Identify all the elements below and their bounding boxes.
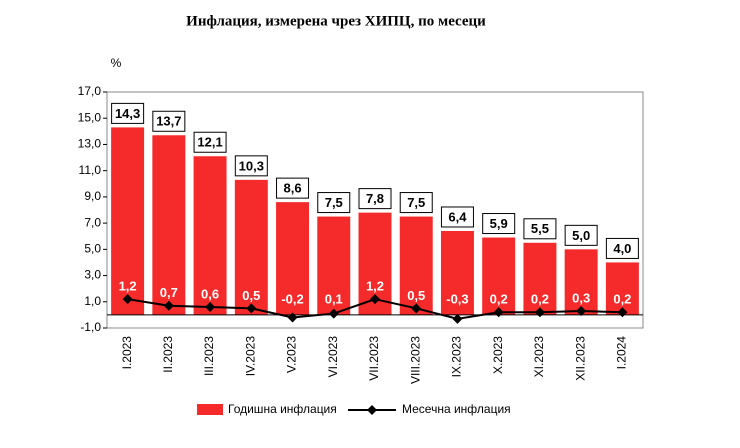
data-label: 14,3 xyxy=(115,106,140,121)
line-marker xyxy=(534,307,545,318)
y-tick-label: 7,0 xyxy=(84,215,101,229)
line-marker xyxy=(452,313,463,324)
bar xyxy=(605,262,639,315)
bar xyxy=(317,216,351,315)
x-tick-label: X.2023 xyxy=(491,336,505,374)
bar xyxy=(399,216,433,315)
data-label: 1,2 xyxy=(119,279,137,294)
data-label: -0,2 xyxy=(281,291,303,306)
line-marker xyxy=(411,303,422,314)
bar xyxy=(111,127,145,315)
data-label: 7,8 xyxy=(366,191,384,206)
line-marker xyxy=(205,302,216,313)
y-tick-label: 13,0 xyxy=(78,137,102,151)
line-marker xyxy=(370,294,380,305)
y-axis-label: % xyxy=(111,56,122,70)
y-tick-label: 9,0 xyxy=(84,189,101,203)
data-label-box xyxy=(317,192,351,214)
data-label-box xyxy=(399,192,433,214)
data-label-box xyxy=(440,206,474,228)
legend-label: Месечна инфлация xyxy=(402,402,511,416)
y-tick-label: 15,0 xyxy=(78,110,102,124)
data-label: 0,2 xyxy=(490,291,508,306)
line-marker xyxy=(287,312,298,323)
chart-title: Инфлация, измерена чрез ХИПЦ, по месеци xyxy=(186,13,486,29)
data-label: 5,9 xyxy=(490,216,508,231)
line-marker xyxy=(328,308,339,319)
data-label: 8,6 xyxy=(283,181,301,196)
bar xyxy=(523,242,557,315)
x-tick-label: I.2023 xyxy=(120,336,134,370)
x-tick-label: VI.2023 xyxy=(326,336,340,378)
plot-area xyxy=(106,91,644,329)
data-label: 4,0 xyxy=(613,241,631,256)
data-label: 13,7 xyxy=(156,114,181,129)
x-tick-label: IV.2023 xyxy=(243,336,257,377)
data-label: 12,1 xyxy=(197,135,222,150)
x-tick-label: XI.2023 xyxy=(532,336,546,378)
data-label: 0,1 xyxy=(325,291,343,306)
x-tick-label: II.2023 xyxy=(161,336,175,373)
data-label-box xyxy=(564,224,598,246)
legend-label: Годишна инфлация xyxy=(228,402,337,416)
legend-marker xyxy=(367,405,377,415)
x-tick-label: VII.2023 xyxy=(367,336,381,381)
data-label: 10,3 xyxy=(239,158,264,173)
legend-swatch xyxy=(197,404,223,415)
data-label-box xyxy=(482,213,516,235)
line-marker xyxy=(246,303,257,314)
data-label: 6,4 xyxy=(448,209,467,224)
y-tick-label: -1,0 xyxy=(80,320,101,334)
line-marker xyxy=(576,305,587,316)
bar xyxy=(440,230,474,315)
y-tick-label: 5,0 xyxy=(84,242,101,256)
bar xyxy=(193,156,227,315)
data-label-box xyxy=(358,188,392,210)
bar xyxy=(564,249,598,315)
data-label-box xyxy=(152,110,186,132)
bar xyxy=(276,202,310,315)
y-tick-label: 3,0 xyxy=(84,268,101,282)
x-tick-label: XII.2023 xyxy=(573,336,587,381)
data-label: 1,2 xyxy=(366,279,384,294)
data-label: 0,5 xyxy=(242,288,260,303)
data-label: 0,2 xyxy=(531,291,549,306)
data-label-box xyxy=(605,237,639,259)
data-label: -0,3 xyxy=(446,291,468,306)
data-label: 0,5 xyxy=(407,288,425,303)
bar xyxy=(482,237,516,315)
x-tick-label: V.2023 xyxy=(285,336,299,373)
data-label: 7,5 xyxy=(325,195,343,210)
line-marker xyxy=(122,294,133,305)
data-label: 5,0 xyxy=(572,228,590,243)
data-label: 0,2 xyxy=(613,291,631,306)
data-label-box xyxy=(276,177,310,199)
data-label: 0,3 xyxy=(572,290,590,305)
line-marker xyxy=(493,307,504,318)
y-tick-label: 17,0 xyxy=(78,84,102,98)
data-label: 0,7 xyxy=(160,285,178,300)
x-tick-label: III.2023 xyxy=(202,336,216,376)
data-label-box xyxy=(523,218,557,240)
line-marker xyxy=(617,307,628,318)
data-label-box xyxy=(234,155,268,177)
x-tick-label: IX.2023 xyxy=(450,336,464,378)
data-label: 0,6 xyxy=(201,286,219,301)
line-marker xyxy=(163,300,174,311)
y-tick-label: 11,0 xyxy=(79,163,102,177)
bar xyxy=(152,135,186,315)
data-label-box xyxy=(111,102,145,124)
bar xyxy=(234,179,268,315)
x-tick-label: VIII.2023 xyxy=(408,336,422,384)
y-tick-label: 1,0 xyxy=(84,294,101,308)
data-label: 7,5 xyxy=(407,195,425,210)
data-label-box xyxy=(193,131,227,153)
x-tick-label: I.2024 xyxy=(615,336,629,370)
data-label: 5,5 xyxy=(531,221,549,236)
